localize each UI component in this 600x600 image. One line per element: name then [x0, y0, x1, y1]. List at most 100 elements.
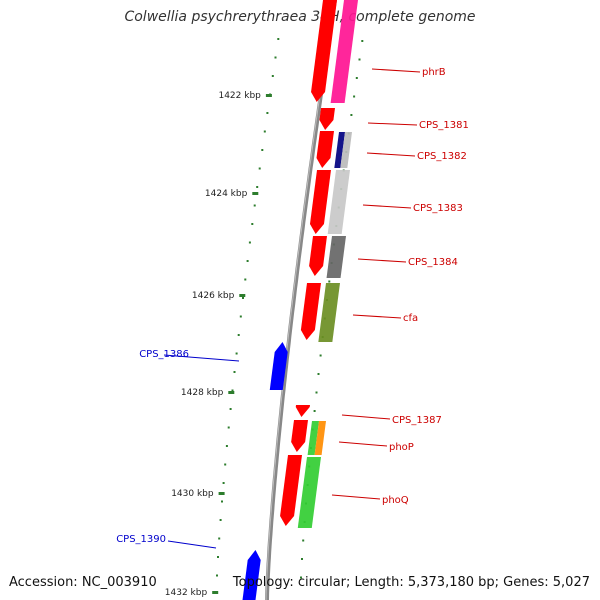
minor-tick-outer — [353, 95, 356, 98]
gene-cps-1390-label: CPS_1390 — [116, 534, 166, 545]
gene-phoq-arrow-shape — [280, 455, 302, 526]
ruler-label: 1428 kbp — [181, 388, 224, 398]
genome-backbone-highlight — [265, 0, 335, 600]
minor-tick-inner — [225, 445, 228, 447]
gene-phoq-label: phoQ — [382, 495, 409, 506]
gene-cps-1390-arrow — [242, 550, 261, 600]
minor-tick-inner — [239, 315, 242, 318]
minor-tick-inner — [237, 334, 240, 336]
gene-phop-cog-bar-1 — [307, 421, 319, 455]
minor-tick-inner — [217, 556, 219, 558]
gene-cps-1390-arrow-shape — [242, 550, 261, 600]
gene-phoq-leader — [331, 494, 381, 500]
gene-cps-1381-arrow — [319, 108, 335, 130]
gene-phop-label: phoP — [389, 442, 414, 453]
gene-cps-1386-label: CPS_1386 — [139, 349, 189, 360]
gene-cps-1386-arrow-shape — [269, 342, 288, 390]
minor-tick-inner — [244, 278, 247, 281]
gene-cps-1382-cog-bar-1 — [334, 132, 345, 168]
minor-tick-outer — [355, 77, 358, 79]
minor-tick-inner — [271, 75, 274, 77]
gene-cfa-arrow — [300, 283, 321, 340]
minor-tick-inner — [219, 519, 222, 521]
gene-cps-1387-arrow — [295, 405, 310, 417]
gene-cps-1384-arrow — [309, 236, 327, 276]
minor-tick-outer — [317, 373, 320, 375]
minor-tick-outer — [302, 539, 305, 542]
gene-cps-1384-cog-bar — [326, 236, 346, 278]
ruler-label: 1422 kbp — [218, 91, 261, 101]
minor-tick-inner — [277, 38, 280, 40]
gene-phoq-cog-bar — [297, 457, 321, 528]
minor-tick-inner — [251, 223, 254, 225]
ruler-major-tick — [239, 294, 246, 297]
gene-cfa-label: cfa — [403, 313, 418, 324]
gene-cps-1383-cog-bar — [327, 170, 350, 234]
minor-tick-inner — [231, 389, 234, 392]
minor-tick-inner — [253, 204, 256, 207]
gene-cfa-arrow-shape — [300, 283, 321, 340]
gene-cps-1384-leader — [357, 258, 407, 263]
minor-tick-inner — [274, 56, 277, 59]
gene-cps-1383-leader — [362, 204, 412, 209]
gene-cfa-cog-bar — [318, 283, 340, 342]
ruler-major-tick — [218, 492, 225, 495]
minor-tick-inner — [222, 482, 225, 484]
topology-text: Topology: circular; Length: 5,373,180 bp… — [232, 575, 590, 590]
gene-cps-1381-label: CPS_1381 — [419, 120, 469, 131]
ruler-label: 1432 kbp — [165, 588, 208, 598]
minor-tick-inner — [256, 186, 259, 188]
gene-phrb-arrow — [311, 0, 337, 102]
gene-cps-1387-leader — [341, 414, 391, 420]
minor-tick-inner — [263, 130, 266, 133]
minor-tick-outer — [358, 58, 361, 61]
gene-phoq-arrow — [280, 455, 302, 526]
gene-cps-1383-arrow — [309, 170, 331, 234]
gene-cps-1381-arrow-shape — [319, 108, 335, 130]
accession-text: Accession: NC_003910 — [9, 575, 157, 590]
minor-tick-inner — [229, 408, 232, 410]
minor-tick-outer — [313, 410, 316, 412]
minor-tick-inner — [224, 463, 227, 466]
ruler-major-tick — [252, 192, 259, 195]
minor-tick-outer — [300, 576, 302, 579]
minor-tick-inner — [233, 371, 236, 373]
ruler-major-tick — [228, 391, 235, 394]
minor-tick-inner — [248, 241, 251, 244]
gene-cps-1390-leader — [167, 540, 217, 549]
gene-cps-1382-leader — [366, 152, 416, 157]
gene-phop-arrow-shape — [291, 420, 308, 452]
gene-cps-1381-leader — [367, 122, 418, 126]
map-title: Colwellia psychrerythraea 34H, complete … — [124, 9, 476, 25]
genome-backbone — [265, 0, 337, 600]
minor-tick-outer — [328, 280, 331, 283]
gene-cps-1387-label: CPS_1387 — [392, 415, 442, 426]
gene-cps-1386-arrow — [269, 342, 288, 390]
minor-tick-inner — [242, 297, 244, 299]
minor-tick-inner — [221, 500, 223, 503]
minor-tick-inner — [235, 352, 238, 355]
ruler-major-tick — [212, 591, 219, 594]
gene-cps-1384-arrow-shape — [309, 236, 327, 276]
gene-phop-leader — [338, 441, 388, 447]
gene-phrb-leader — [371, 68, 421, 73]
gene-phop-cog-bar-2 — [314, 421, 326, 455]
ruler-label: 1424 kbp — [205, 189, 248, 199]
minor-tick-inner — [246, 260, 249, 262]
minor-tick-inner — [261, 149, 264, 151]
minor-tick-inner — [218, 537, 221, 540]
minor-tick-inner — [227, 426, 230, 429]
gene-phop-arrow — [291, 420, 308, 452]
gene-phrb-cog-bar — [330, 0, 358, 103]
ruler-label: 1430 kbp — [171, 489, 214, 499]
gene-cps-1386-leader — [163, 354, 240, 362]
gene-cps-1382-cog-bar-2 — [340, 132, 352, 168]
gene-phrb-label: phrB — [422, 67, 446, 78]
ruler-label: 1426 kbp — [192, 291, 235, 301]
minor-tick-outer — [361, 40, 364, 42]
minor-tick-outer — [315, 391, 318, 394]
gene-cfa-leader — [352, 314, 402, 319]
gene-cps-1382-arrow — [316, 131, 334, 168]
